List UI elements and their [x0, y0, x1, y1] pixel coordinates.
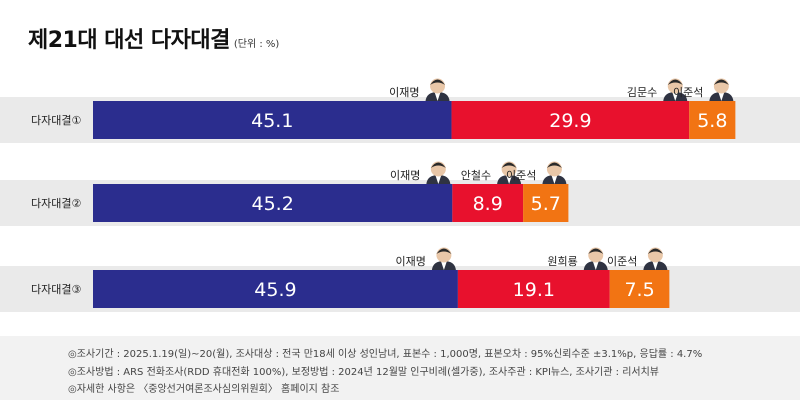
- candidate-name-label: 이재명: [396, 255, 426, 268]
- row-label: 다자대결①: [31, 114, 81, 127]
- chart-title: 제21대 대선 다자대결: [28, 28, 230, 53]
- avatar-hair: [430, 162, 446, 168]
- avatar-hair: [588, 248, 604, 254]
- unit-label: (단위 : %): [233, 39, 280, 50]
- data-label: 45.1: [251, 110, 293, 132]
- data-label: 19.1: [513, 279, 555, 301]
- avatar-shirt: [506, 175, 513, 184]
- candidate-name-label: 이준석: [607, 255, 637, 268]
- avatar-hair: [713, 79, 729, 85]
- candidate-avatar: [497, 161, 522, 184]
- data-label: 5.7: [531, 193, 561, 215]
- row-label: 다자대결②: [31, 197, 81, 210]
- avatar-hair: [647, 248, 663, 254]
- survey-method-note: ◎조사방법 : ARS 전화조사(RDD 휴대전화 100%), 보정방법 : …: [68, 367, 659, 378]
- avatar-shirt: [652, 261, 659, 270]
- candidate-avatar: [643, 247, 668, 270]
- candidate-name-label: 안철수: [461, 169, 491, 182]
- bar-segment: [93, 184, 453, 222]
- bar-segment: [93, 101, 452, 139]
- row-label: 다자대결③: [31, 283, 81, 296]
- bar-segment: [452, 184, 524, 222]
- candidate-name-label: 원희룡: [547, 255, 577, 268]
- data-label: 29.9: [549, 110, 591, 132]
- candidate-name-label: 이준석: [506, 169, 536, 182]
- avatar-hair: [667, 79, 683, 85]
- bar-segment: [457, 270, 610, 308]
- bar-segment: [609, 270, 670, 308]
- data-label: 7.5: [624, 279, 654, 301]
- avatar-hair: [546, 162, 562, 168]
- candidate-avatar: [663, 78, 688, 101]
- avatar-shirt: [551, 175, 558, 184]
- avatar-shirt: [672, 92, 679, 101]
- survey-period-note: ◎조사기간 : 2025.1.19(일)~20(월), 조사대상 : 전국 만1…: [68, 349, 703, 360]
- data-label: 45.2: [252, 193, 294, 215]
- avatar-shirt: [434, 92, 441, 101]
- candidate-name-label: 김문수: [627, 86, 657, 99]
- avatar-shirt: [718, 92, 725, 101]
- bar-segment: [689, 101, 736, 139]
- reference-note: ◎자세한 사항은 〈중앙선거여론조사심의위원회〉 홈페이지 참조: [68, 384, 340, 395]
- avatar-shirt: [435, 175, 442, 184]
- candidate-avatar: [542, 161, 567, 184]
- avatar-shirt: [440, 261, 447, 270]
- candidate-name-label: 이준석: [673, 86, 703, 99]
- footer-notes: ◎조사기간 : 2025.1.19(일)~20(월), 조사대상 : 전국 만1…: [0, 336, 800, 400]
- candidate-avatar: [426, 161, 451, 184]
- candidate-avatar: [431, 247, 456, 270]
- candidate-avatar: [425, 78, 450, 101]
- avatar-hair: [501, 162, 517, 168]
- avatar-shirt: [592, 261, 599, 270]
- data-label: 45.9: [254, 279, 296, 301]
- candidate-name-label: 이재명: [389, 86, 419, 99]
- data-label: 5.8: [697, 110, 727, 132]
- candidate-name-label: 이재명: [390, 169, 420, 182]
- candidate-avatar: [709, 78, 734, 101]
- bar-segment: [451, 101, 690, 139]
- avatar-hair: [436, 248, 452, 254]
- chart-title-group: 제21대 대선 다자대결 (단위 : %): [28, 22, 279, 54]
- candidate-avatar: [583, 247, 608, 270]
- data-label: 8.9: [473, 193, 503, 215]
- avatar-hair: [430, 79, 446, 85]
- bar-segment: [93, 270, 458, 308]
- bar-segment: [523, 184, 569, 222]
